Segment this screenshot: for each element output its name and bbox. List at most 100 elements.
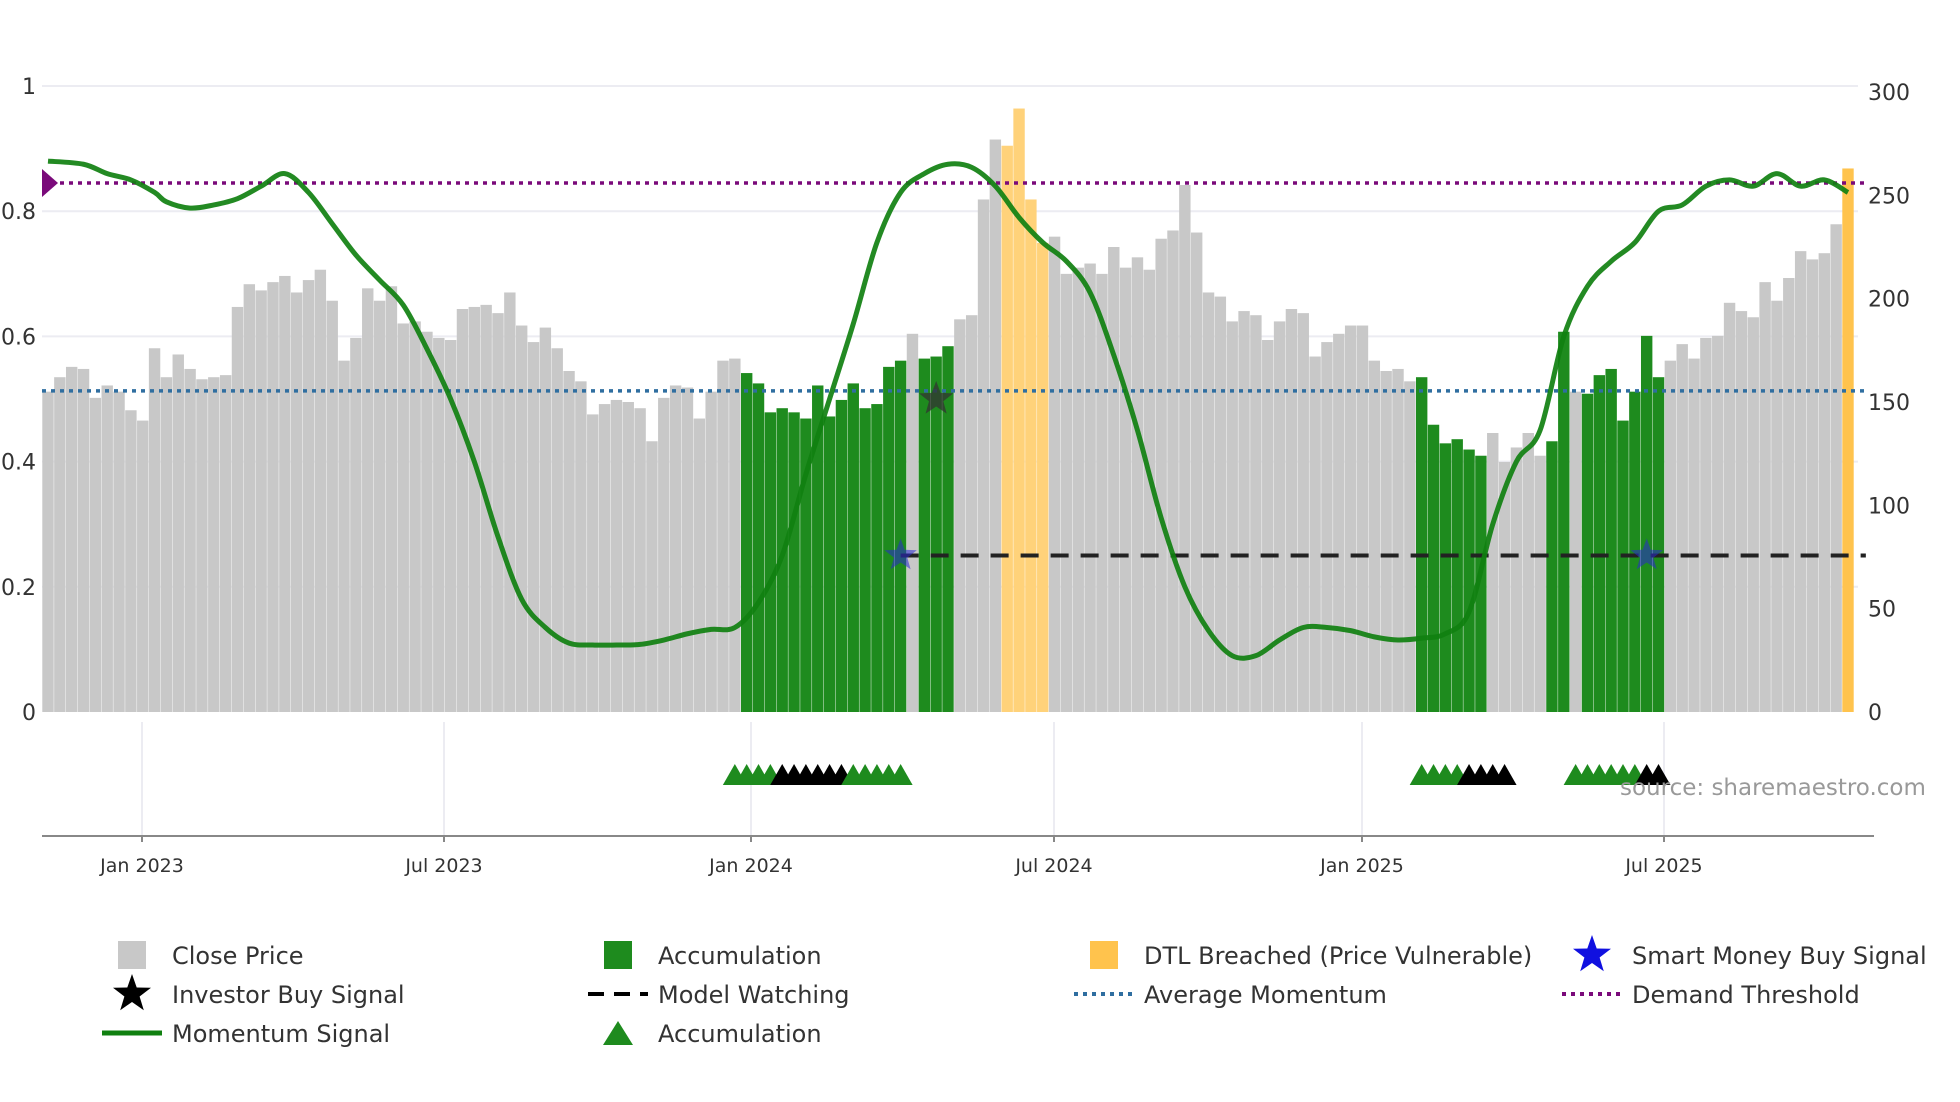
x-axis-ticks: Jan 2023 Jul 2023 Jan 2024 Jul 2024 Jan 2025… xyxy=(99,855,1703,877)
y-right-tick: 250 xyxy=(1868,184,1910,209)
accumulation-bar xyxy=(1617,420,1629,712)
accumulation-bar xyxy=(894,360,907,712)
close-price-bar xyxy=(267,282,279,712)
y-right-tick: 50 xyxy=(1868,598,1896,623)
legend-triangle-icon xyxy=(603,1021,633,1045)
accumulation-bar xyxy=(1652,377,1665,712)
close-price-bar xyxy=(1238,311,1250,712)
close-price-bar xyxy=(1344,325,1357,712)
close-price-bar xyxy=(705,391,717,712)
close-price-bar xyxy=(1131,257,1144,712)
legend-swatch-accumulation xyxy=(604,941,632,969)
close-price-bar xyxy=(290,292,303,712)
close-price-bar xyxy=(622,402,634,712)
accumulation-bar xyxy=(1581,393,1594,712)
close-price-bar xyxy=(681,387,694,712)
y-left-tick: 0.6 xyxy=(1,325,36,350)
legend-label: Average Momentum xyxy=(1144,981,1387,1009)
close-price-bar xyxy=(444,340,457,712)
momentum-signal-line xyxy=(47,158,1850,661)
demand-threshold-marker xyxy=(42,169,58,198)
accumulation-bar xyxy=(812,385,824,712)
close-price-bar xyxy=(1380,371,1392,712)
close-price-bar xyxy=(89,397,102,712)
close-price-bar xyxy=(1309,356,1321,712)
x-tick-label: Jul 2024 xyxy=(1014,855,1092,877)
accumulation-bar xyxy=(871,404,883,712)
accumulation-bar xyxy=(930,356,942,712)
accumulation-bar xyxy=(800,418,812,712)
close-price-bar xyxy=(1190,232,1203,713)
accumulation-bar xyxy=(823,416,836,712)
close-price-bar xyxy=(1818,253,1831,712)
close-price-bar xyxy=(575,381,587,712)
y-right-tick: 300 xyxy=(1868,81,1910,106)
accumulation-bar xyxy=(1558,331,1570,712)
close-price-bar xyxy=(1664,360,1677,712)
close-price-bar xyxy=(42,391,54,712)
accumulation-triangle xyxy=(888,764,913,785)
close-price-bar xyxy=(1262,340,1274,712)
signal-lines xyxy=(42,158,1866,661)
close-price-bar xyxy=(1060,273,1073,712)
close-price-bar xyxy=(137,420,149,712)
close-price-bar xyxy=(1273,321,1286,712)
close-price-bar xyxy=(729,358,741,712)
close-price-bar xyxy=(362,288,374,712)
close-price-bar xyxy=(717,360,729,712)
accumulation-bar xyxy=(764,412,777,712)
close-price-bar xyxy=(231,306,244,712)
accumulation-bar xyxy=(752,383,765,712)
accumulation-bar xyxy=(835,399,848,712)
legend-investor-icon xyxy=(113,974,151,1011)
close-price-bar xyxy=(172,354,184,712)
close-price-bar xyxy=(77,368,90,712)
accumulation-bar xyxy=(788,412,800,712)
close-price-bar xyxy=(1250,315,1262,712)
close-price-bar xyxy=(1285,309,1298,712)
accumulation-triangle xyxy=(1646,764,1671,785)
legend-swatch-close-price xyxy=(118,941,146,969)
accumulation-bar xyxy=(1605,368,1617,712)
legend-label: Smart Money Buy Signal xyxy=(1632,942,1927,970)
smart-money-buy-star xyxy=(884,538,917,570)
x-tick-label: Jan 2025 xyxy=(1319,855,1404,877)
legend-label: Demand Threshold xyxy=(1632,981,1860,1009)
close-price-bar xyxy=(184,368,196,712)
close-price-bar xyxy=(610,399,623,712)
accumulation-bar xyxy=(1546,441,1558,712)
y-left-tick: 0.2 xyxy=(1,576,36,601)
close-price-bar xyxy=(1676,344,1688,712)
y-left-tick: 0 xyxy=(22,701,36,726)
close-price-bar xyxy=(1712,335,1724,712)
close-price-bar xyxy=(409,321,421,712)
close-price-bar xyxy=(551,348,563,712)
close-price-bar xyxy=(255,290,267,712)
close-price-bar xyxy=(646,441,658,712)
close-price-bar xyxy=(1771,300,1783,712)
close-price-bar xyxy=(1487,433,1499,712)
close-price-bar xyxy=(196,379,208,712)
close-price-bar xyxy=(1167,230,1179,712)
close-price-bar xyxy=(1084,263,1096,712)
y-left-tick: 0.4 xyxy=(1,451,36,476)
y-left-tick: 0.8 xyxy=(1,200,36,225)
close-price-bar xyxy=(65,366,78,712)
close-price-bar xyxy=(504,292,516,712)
close-price-bar xyxy=(397,323,409,712)
close-price-bar xyxy=(1143,269,1156,712)
close-price-bar xyxy=(113,391,125,712)
close-price-bar xyxy=(669,385,682,712)
accumulation-bar xyxy=(1427,424,1440,712)
close-price-bar xyxy=(1747,317,1759,712)
dtl-breached-bar xyxy=(1842,168,1854,712)
close-price-bar xyxy=(326,300,338,712)
close-price-bar xyxy=(101,385,113,712)
close-price-bar xyxy=(1226,321,1238,712)
close-price-bar xyxy=(1297,313,1309,712)
dtl-breached-bar xyxy=(1037,242,1049,712)
dtl-breached-bar xyxy=(1025,199,1037,712)
y-right-tick: 150 xyxy=(1868,391,1910,416)
close-price-bar xyxy=(279,275,291,712)
close-price-bar xyxy=(563,371,575,712)
